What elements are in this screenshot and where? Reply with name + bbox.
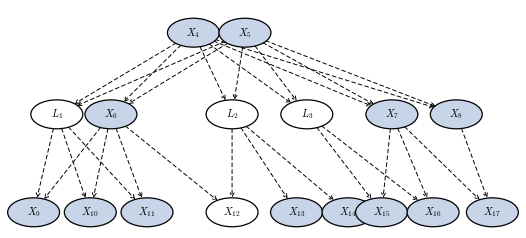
Ellipse shape xyxy=(206,100,258,129)
Text: $X_{15}$: $X_{15}$ xyxy=(373,205,390,219)
Text: $X_{10}$: $X_{10}$ xyxy=(82,205,99,219)
Ellipse shape xyxy=(356,198,408,227)
Text: $X_{14}$: $X_{14}$ xyxy=(339,205,357,219)
Text: $X_9$: $X_9$ xyxy=(27,205,41,219)
Text: $L_1$: $L_1$ xyxy=(50,107,63,121)
Text: $X_8$: $X_8$ xyxy=(449,107,463,121)
Ellipse shape xyxy=(219,18,271,47)
Ellipse shape xyxy=(270,198,322,227)
Text: $X_{17}$: $X_{17}$ xyxy=(483,205,501,219)
Ellipse shape xyxy=(167,18,219,47)
Ellipse shape xyxy=(407,198,459,227)
Text: $L_3$: $L_3$ xyxy=(301,107,313,121)
Text: $L_2$: $L_2$ xyxy=(226,107,238,121)
Ellipse shape xyxy=(366,100,418,129)
Ellipse shape xyxy=(64,198,116,227)
Text: $X_7$: $X_7$ xyxy=(385,107,399,121)
Text: $X_4$: $X_4$ xyxy=(186,26,200,40)
Ellipse shape xyxy=(281,100,333,129)
Text: $X_5$: $X_5$ xyxy=(238,26,252,40)
Ellipse shape xyxy=(31,100,83,129)
Ellipse shape xyxy=(85,100,137,129)
Ellipse shape xyxy=(322,198,374,227)
Text: $X_{12}$: $X_{12}$ xyxy=(224,205,241,219)
Text: $X_{11}$: $X_{11}$ xyxy=(138,205,156,219)
Ellipse shape xyxy=(430,100,482,129)
Ellipse shape xyxy=(121,198,173,227)
Ellipse shape xyxy=(8,198,59,227)
Text: $X_{16}$: $X_{16}$ xyxy=(424,205,442,219)
Ellipse shape xyxy=(467,198,518,227)
Ellipse shape xyxy=(206,198,258,227)
Text: $X_{13}$: $X_{13}$ xyxy=(288,205,305,219)
Text: $X_6$: $X_6$ xyxy=(104,107,118,121)
